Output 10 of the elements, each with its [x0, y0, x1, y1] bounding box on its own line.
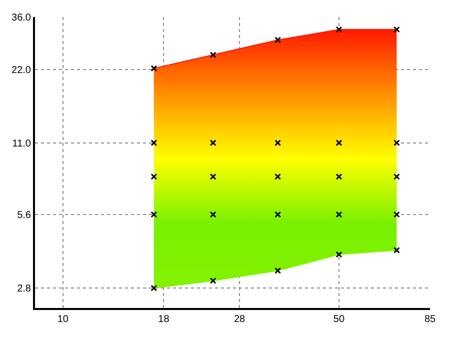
y-tick-label: 5.6: [17, 210, 32, 221]
x-tick-label: 50: [333, 314, 345, 325]
y-tick-label: 36.0: [12, 12, 32, 24]
x-tick-label: 28: [234, 314, 246, 325]
y-tick-label: 11.0: [12, 138, 32, 150]
y-tick-label: 22.0: [12, 64, 32, 76]
y-tick-label: 2.8: [17, 284, 32, 295]
x-tick-label: 18: [158, 314, 170, 325]
x-tick-label: 85: [424, 314, 436, 325]
x-tick-label: 10: [57, 314, 69, 325]
